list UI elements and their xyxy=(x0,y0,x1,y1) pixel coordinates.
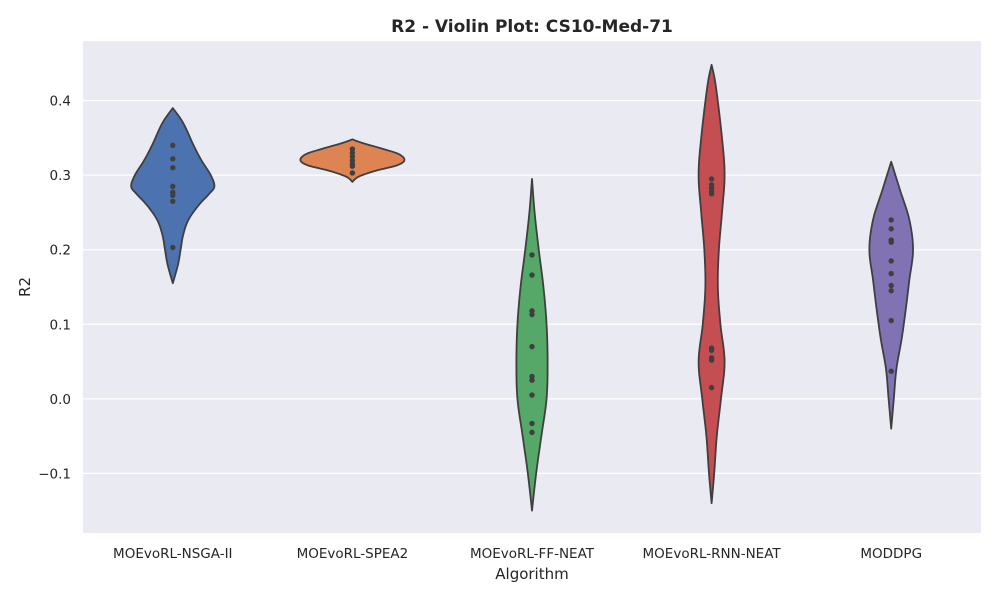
data-point xyxy=(529,308,535,314)
data-point xyxy=(529,252,535,258)
violin-1 xyxy=(130,107,216,285)
data-point xyxy=(349,150,356,156)
data-point xyxy=(888,317,894,324)
data-point xyxy=(170,192,176,199)
data-point xyxy=(708,185,715,191)
x-tick-label: MOEvoRL-RNN-NEAT xyxy=(643,546,782,562)
data-point xyxy=(888,368,894,374)
data-point xyxy=(170,165,176,171)
violin-body xyxy=(868,160,914,430)
y-tick-label: 0.2 xyxy=(50,243,71,259)
data-point xyxy=(529,377,535,383)
data-point xyxy=(529,429,535,436)
data-point xyxy=(170,244,176,251)
data-point xyxy=(529,343,535,350)
data-point xyxy=(708,176,715,182)
data-point xyxy=(708,357,715,363)
y-tick-labels: −0.1 0.0 0.1 0.2 0.3 0.4 xyxy=(38,94,71,483)
data-point xyxy=(888,239,894,245)
data-point xyxy=(170,156,176,162)
data-point xyxy=(349,157,356,163)
x-tick-label: MOEvoRL-FF-NEAT xyxy=(470,546,595,562)
y-tick-label: 0.1 xyxy=(50,317,71,333)
x-tick-label: MODDPG xyxy=(860,546,922,562)
data-point xyxy=(888,282,894,289)
data-point xyxy=(529,392,535,398)
data-point xyxy=(888,226,894,232)
data-point xyxy=(349,146,356,152)
data-point xyxy=(888,288,894,294)
data-point xyxy=(170,198,176,204)
data-point xyxy=(888,270,894,277)
data-point xyxy=(349,163,356,169)
x-tick-label: MOEvoRL-SPEA2 xyxy=(297,546,409,562)
data-point xyxy=(529,311,535,318)
data-point xyxy=(708,347,715,354)
y-tick-label: 0.4 xyxy=(50,94,71,110)
data-point xyxy=(888,217,894,223)
data-point xyxy=(349,153,356,160)
data-point xyxy=(708,191,715,197)
data-point xyxy=(888,258,894,264)
data-point xyxy=(349,170,356,176)
x-tick-labels: MOEvoRL-NSGA-II MOEvoRL-SPEA2 MOEvoRL-FF-N… xyxy=(113,546,922,562)
y-tick-label: 0.0 xyxy=(50,392,71,408)
y-tick-label: 0.3 xyxy=(50,168,71,184)
data-point xyxy=(708,384,715,391)
violin-4 xyxy=(697,63,726,505)
y-axis-label: R2 xyxy=(16,277,34,297)
y-tick-label: −0.1 xyxy=(38,466,71,482)
violin-body xyxy=(697,63,726,505)
data-point xyxy=(529,373,535,380)
data-point xyxy=(529,272,535,278)
violin-3 xyxy=(515,178,549,512)
data-point xyxy=(170,183,176,190)
data-point xyxy=(529,420,535,427)
x-tick-label: MOEvoRL-NSGA-II xyxy=(113,546,233,562)
violins xyxy=(130,63,914,512)
chart-title: R2 - Violin Plot: CS10-Med-71 xyxy=(391,17,673,37)
violin-2 xyxy=(299,138,406,183)
data-point xyxy=(170,142,176,149)
x-axis-label: Algorithm xyxy=(495,565,568,583)
violin-5 xyxy=(868,160,914,430)
